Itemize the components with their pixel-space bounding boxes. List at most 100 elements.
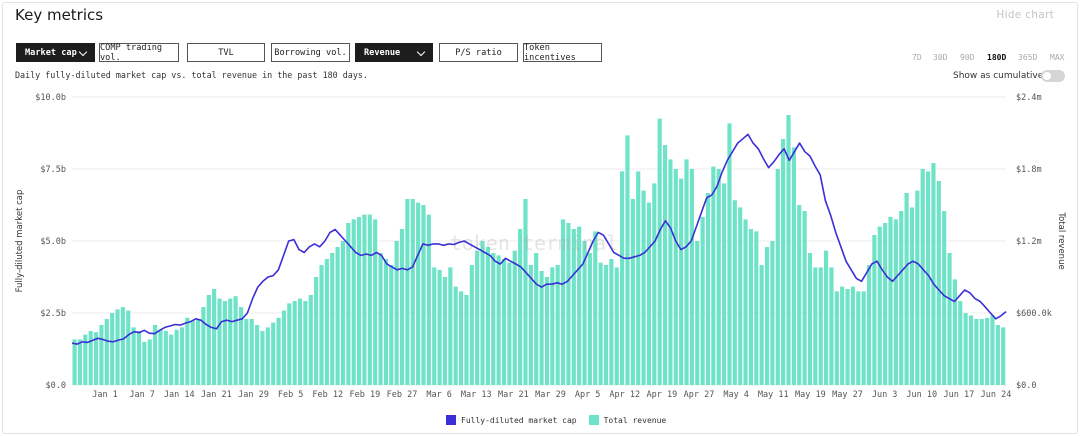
left-tick-label: $10.0b	[35, 93, 66, 103]
revenue-bar	[83, 334, 88, 385]
right-tick-label: $1.8m	[1016, 165, 1042, 175]
revenue-bar	[507, 262, 512, 385]
revenue-bar	[716, 169, 721, 385]
revenue-bar	[72, 339, 77, 385]
right-tick-label: $600.0k	[1016, 309, 1052, 319]
revenue-bar	[244, 319, 249, 385]
revenue-bar	[265, 327, 270, 385]
metric-tab-comp-trading-vol[interactable]: COMP trading vol.	[99, 43, 179, 63]
revenue-bar	[303, 301, 308, 385]
revenue-bar	[813, 267, 818, 385]
revenue-bar	[324, 259, 329, 385]
range-30d[interactable]: 30D	[933, 53, 948, 62]
revenue-bar	[759, 265, 764, 385]
revenue-bar	[206, 295, 211, 385]
metric-tab-borrowing-vol[interactable]: Borrowing vol.	[271, 43, 350, 62]
revenue-bar	[330, 253, 335, 385]
revenue-bar	[952, 279, 957, 385]
metric-tab-market-cap[interactable]: Market cap	[16, 43, 95, 62]
revenue-bar	[163, 331, 168, 385]
revenue-bar	[711, 166, 716, 385]
revenue-bar	[662, 145, 668, 385]
revenue-bar	[528, 265, 533, 385]
revenue-bar	[770, 241, 775, 385]
left-tick-label: $5.0b	[40, 237, 66, 247]
revenue-bar	[764, 247, 770, 385]
revenue-bar	[464, 295, 469, 385]
metric-tab-label: TVL	[218, 47, 234, 58]
metric-tab-revenue[interactable]: Revenue	[355, 43, 433, 62]
revenue-bar	[840, 286, 845, 385]
range-90d[interactable]: 90D	[960, 53, 975, 62]
range-365d[interactable]: 365D	[1018, 53, 1038, 62]
legend-item-revenue[interactable]: Total revenue	[588, 415, 666, 425]
legend-item-market-cap[interactable]: Fully-diluted market cap	[446, 415, 577, 425]
left-axis-title: Fully-diluted market cap	[15, 190, 25, 293]
revenue-bar	[668, 159, 673, 385]
revenue-bar	[582, 241, 587, 385]
revenue-bar	[195, 319, 201, 385]
range-180d[interactable]: 180D	[987, 53, 1007, 62]
revenue-bar	[453, 286, 458, 385]
revenue-bar	[271, 322, 276, 385]
revenue-bar	[212, 289, 217, 385]
chart-legend: Fully-diluted market cap Total revenue	[446, 415, 678, 425]
metric-tab-token-incentives[interactable]: Token incentives	[523, 43, 602, 63]
x-tick-label: Apr 12	[609, 390, 640, 400]
x-tick-label: Jan 29	[238, 390, 269, 400]
revenue-bar	[480, 241, 485, 385]
range-max[interactable]: MAX	[1050, 53, 1065, 62]
legend-label-market-cap: Fully-diluted market cap	[461, 415, 577, 425]
revenue-bar	[625, 135, 630, 385]
x-tick-label: Apr 27	[684, 390, 715, 400]
right-tick-label: $1.2m	[1016, 237, 1042, 247]
legend-swatch-bars	[588, 415, 599, 425]
revenue-bar	[362, 214, 367, 385]
revenue-bar	[99, 325, 104, 385]
range-7d[interactable]: 7D	[912, 53, 922, 62]
revenue-bar	[346, 223, 351, 385]
x-tick-label: Mar 21	[498, 390, 529, 400]
revenue-bar	[850, 286, 856, 385]
revenue-bar	[442, 277, 448, 385]
hide-chart-button[interactable]: Hide chart	[996, 9, 1054, 21]
toggle-knob	[1043, 72, 1051, 80]
metric-tab-label: P/S ratio	[455, 47, 502, 58]
revenue-bar	[340, 241, 346, 385]
revenue-bar	[228, 298, 233, 385]
revenue-bar	[684, 159, 689, 385]
revenue-bar	[598, 262, 603, 385]
revenue-bar	[158, 329, 163, 385]
revenue-bar	[786, 115, 791, 385]
right-axis-title: Total revenue	[1056, 211, 1066, 269]
revenue-bar	[475, 250, 480, 385]
revenue-bar	[458, 291, 464, 385]
revenue-bar	[555, 265, 560, 385]
revenue-bar	[260, 331, 265, 385]
metric-tab-p-s-ratio[interactable]: P/S ratio	[439, 43, 518, 62]
revenue-bar	[88, 331, 93, 385]
cumulative-toggle[interactable]	[1041, 70, 1065, 82]
revenue-bar	[947, 253, 952, 385]
revenue-bar	[518, 229, 523, 385]
revenue-bar	[560, 219, 566, 385]
revenue-bar	[931, 163, 936, 385]
revenue-bar	[587, 253, 592, 385]
revenue-bar	[126, 310, 131, 385]
page-title: Key metrics	[15, 6, 104, 24]
x-tick-label: Jan 21	[201, 390, 232, 400]
revenue-bar	[367, 214, 372, 385]
revenue-bar	[888, 217, 893, 385]
x-tick-label: Jan 14	[164, 390, 195, 400]
revenue-bar	[630, 199, 635, 385]
watermark: token terminal_	[450, 231, 632, 255]
revenue-bar	[416, 202, 421, 385]
revenue-bar	[904, 193, 909, 385]
revenue-bar	[689, 169, 694, 385]
revenue-bar	[614, 267, 619, 385]
legend-swatch-line	[446, 415, 456, 425]
revenue-bar	[104, 319, 109, 385]
metric-tab-tvl[interactable]: TVL	[187, 43, 265, 62]
revenue-bar	[185, 317, 190, 385]
